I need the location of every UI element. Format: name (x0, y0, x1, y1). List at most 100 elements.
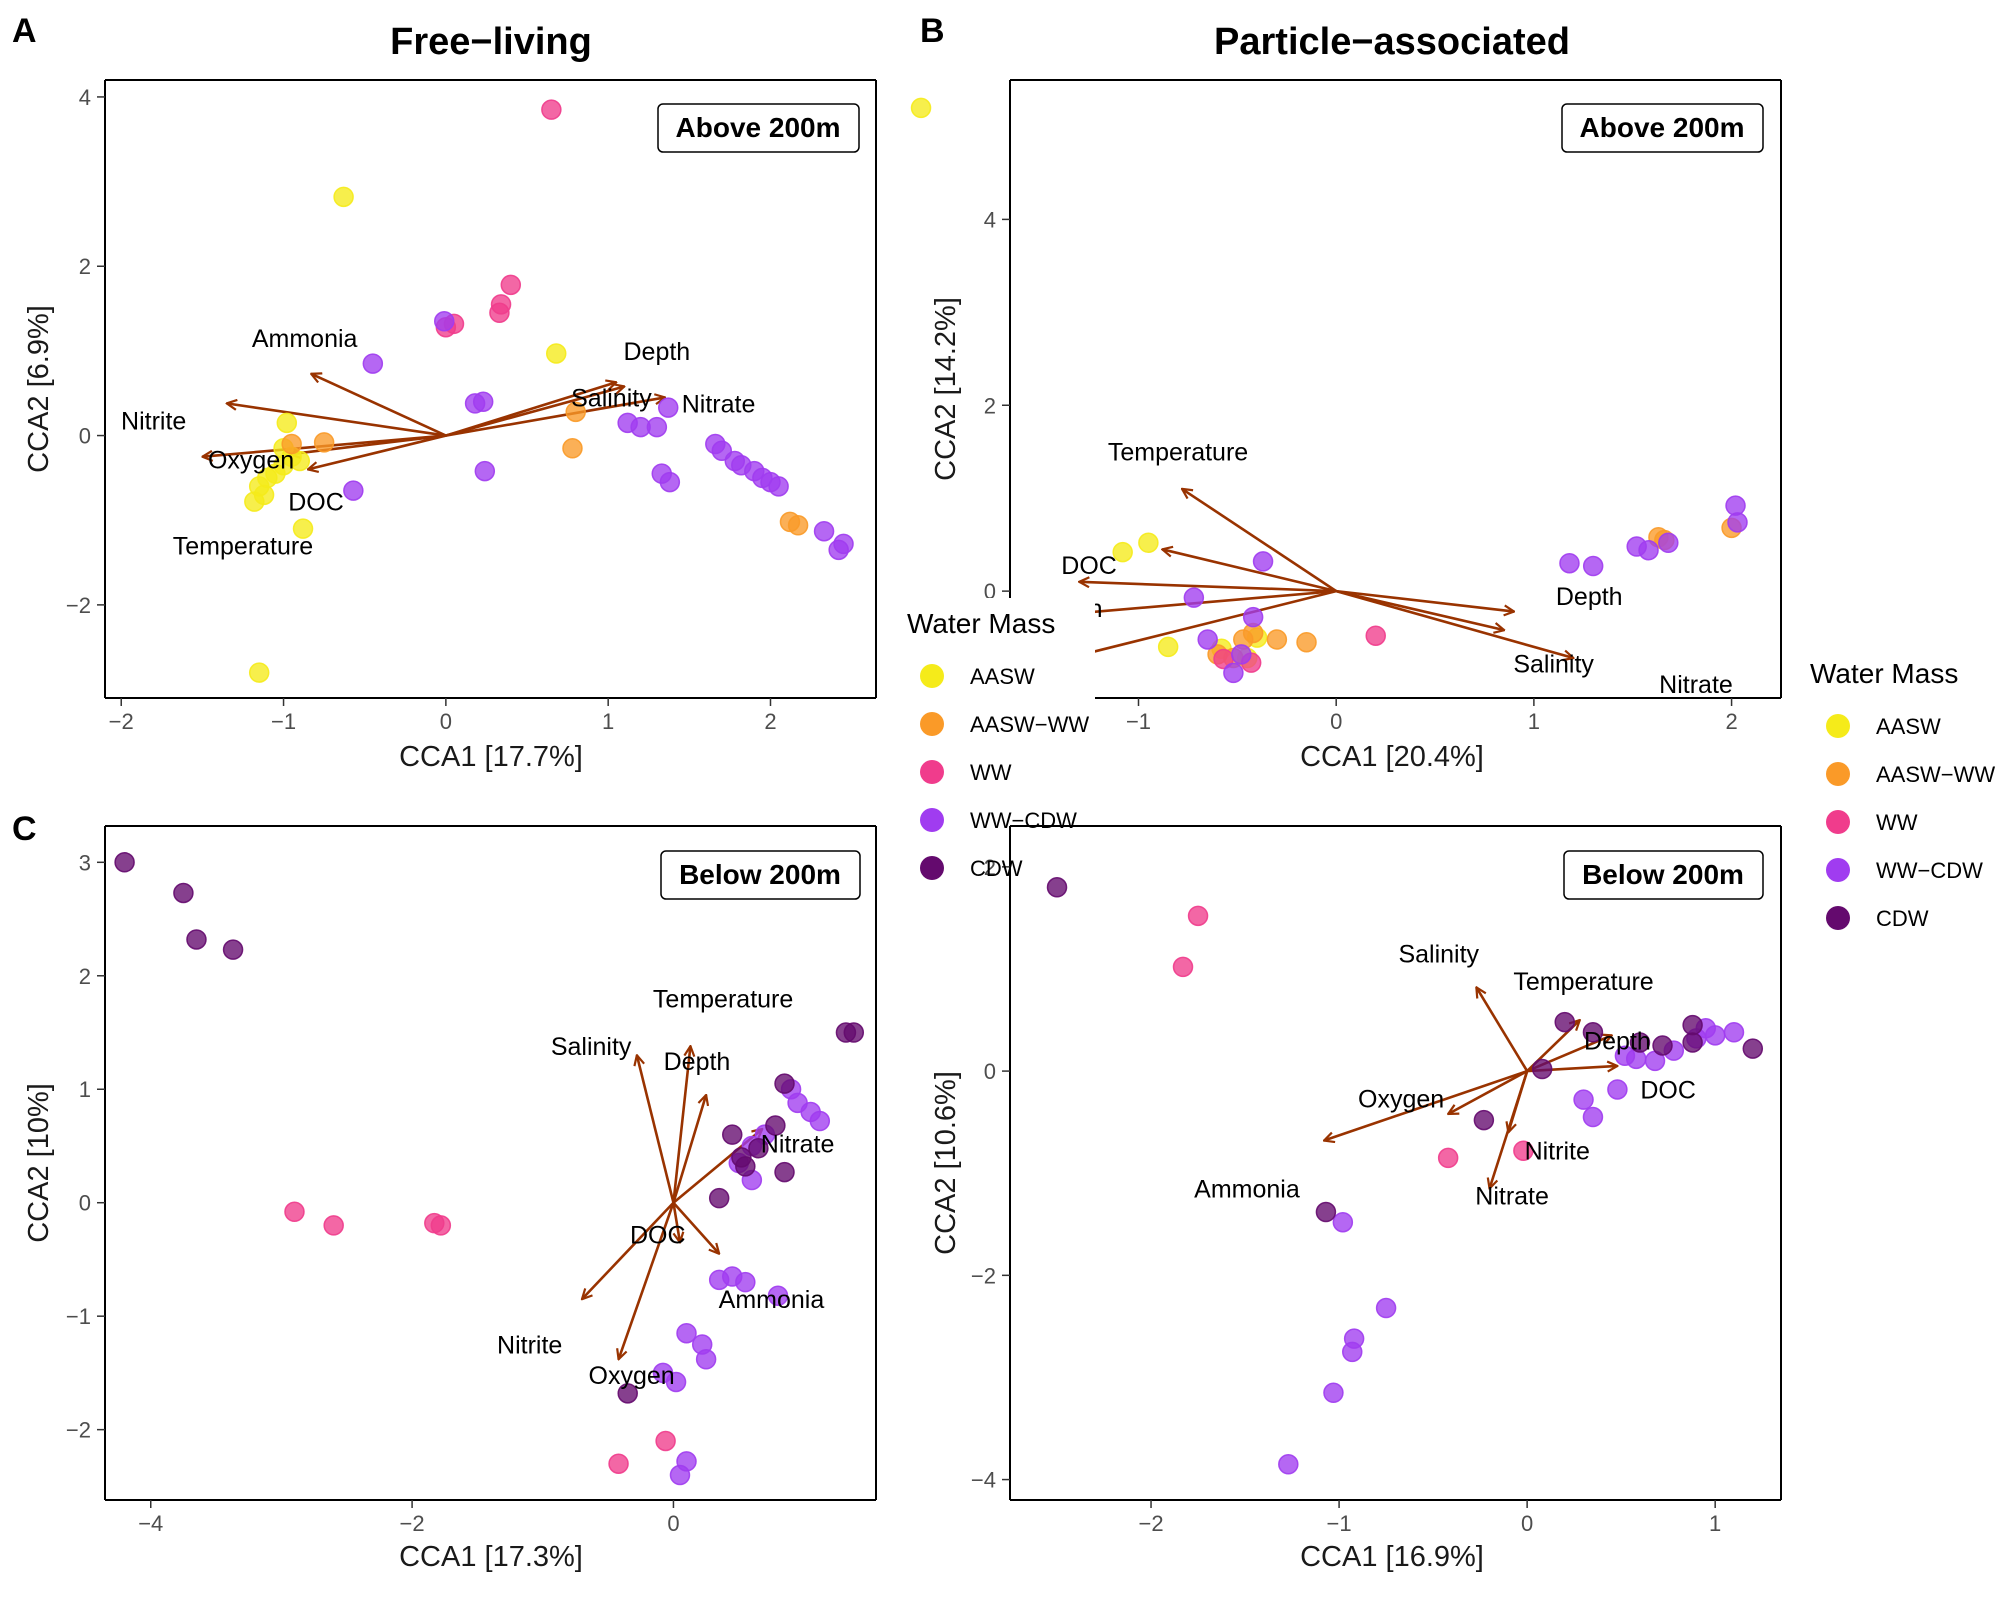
point-ww−cdw (1725, 495, 1746, 516)
depth-label: Below 200m (679, 859, 841, 890)
point-aasw−ww (1296, 631, 1317, 653)
point-aasw (292, 518, 314, 539)
panel-a-free-living-above-200m: A Free−living −2 −1 0 1 2 −2 0 2 4 Ammonia Nitri… (12, 12, 877, 773)
legend-background (895, 598, 1095, 824)
point-ww (284, 1201, 305, 1223)
x-tick-label: 1 (602, 709, 614, 734)
point-cdw (765, 1115, 786, 1136)
y-tick-label: 4 (79, 85, 91, 110)
arrow-doc (672, 1202, 680, 1243)
legend-swatch (1826, 906, 1850, 930)
point-aasw (545, 343, 567, 364)
legend-label: AASW (1876, 714, 1941, 739)
label-depth: Depth (664, 1048, 731, 1076)
point-ww−cdw (1231, 644, 1252, 665)
point-ww (1513, 1140, 1534, 1161)
label-doc: DOC (1061, 552, 1117, 580)
point-cdw (843, 1022, 865, 1043)
y-tick-label: −2 (971, 1263, 996, 1288)
point-ww−cdw (659, 471, 681, 493)
x-tick-label: 1 (1528, 709, 1540, 734)
arrow-oxygen (1448, 1069, 1528, 1114)
point-aasw (333, 186, 354, 208)
legend-swatch (1826, 858, 1850, 882)
sample-points (910, 97, 1748, 684)
label-salinity: Salinity (551, 1033, 632, 1061)
depth-label: Above 200m (676, 112, 841, 143)
panel-letter: C (12, 810, 37, 848)
label-nitrate: Nitrate (1659, 671, 1733, 699)
x-tick-label: 0 (667, 1511, 679, 1536)
x-tick-label: −1 (1126, 709, 1151, 734)
panel-title: Free−living (390, 21, 592, 63)
point-cdw (173, 882, 194, 904)
point-ww−cdw (1252, 551, 1274, 572)
label-nitrite: Nitrite (121, 407, 186, 435)
x-tick-label: −2 (109, 709, 134, 734)
arrow-ammonia (311, 374, 447, 437)
point-ww−cdw (1614, 1045, 1636, 1067)
y-tick-label: 4 (984, 207, 996, 232)
arrow-salinity (637, 1055, 675, 1204)
point-ww−cdw (665, 1371, 687, 1393)
label-ammonia: Ammonia (252, 325, 358, 353)
point-ww (1172, 956, 1194, 978)
point-ww−cdw (828, 539, 849, 561)
variable-labels: Salinity Temperature Depth DOC Oxygen Ammonia… (1194, 941, 1696, 1211)
y-tick-label: 0 (984, 1059, 996, 1084)
legend-swatch (1826, 714, 1850, 738)
water-mass-legend-left: Water Mass AASW AASW−WW WW WW−CDW CDW (895, 598, 1095, 881)
legend-swatch (1826, 810, 1850, 834)
point-ww−cdw (1341, 1341, 1363, 1363)
point-ww−cdw (669, 1464, 691, 1486)
point-ww (608, 1453, 629, 1474)
arrow-depth (1336, 589, 1514, 611)
label-salinity: Salinity (1398, 941, 1479, 969)
x-tick-label: −1 (1327, 1511, 1352, 1536)
point-ww−cdw (474, 460, 496, 482)
sample-points (1046, 877, 1764, 1475)
point-cdw (708, 1187, 730, 1209)
label-nitrite: Nitrite (497, 1332, 562, 1360)
y-tick-label: 3 (79, 850, 91, 875)
point-aasw (1112, 541, 1133, 563)
point-cdw (222, 939, 244, 960)
point-aasw (910, 97, 932, 119)
y-tick-label: 0 (79, 1191, 91, 1216)
label-temperature: Temperature (1513, 968, 1653, 996)
point-cdw (1629, 1032, 1651, 1053)
arrow-salinity (445, 386, 625, 437)
arrow-nitrite (582, 1201, 675, 1299)
legend-label: WW−CDW (1876, 858, 1983, 883)
y-tick-label: 2 (984, 855, 996, 880)
arrow-nitrate (1490, 1070, 1529, 1188)
point-ww (541, 99, 562, 120)
label-salinity: Salinity (1513, 651, 1594, 679)
point-cdw (1582, 1022, 1604, 1043)
panel-letter: B (920, 12, 945, 50)
legend-label: AASW−WW (1876, 762, 1995, 787)
arrow-doc (1162, 549, 1337, 593)
point-ww−cdw (1323, 1382, 1344, 1404)
point-ww (1365, 625, 1386, 646)
point-ww−cdw (676, 1322, 697, 1344)
point-cdw (748, 1137, 769, 1159)
y-ticks: −2 0 2 4 (66, 85, 105, 618)
point-cdw (1315, 1201, 1337, 1223)
point-cdw (774, 1161, 795, 1183)
point-ww−cdw (1183, 587, 1205, 608)
label-depth: Depth (1584, 1027, 1651, 1055)
depth-label-box (1563, 850, 1764, 900)
point-ww−cdw (1727, 512, 1748, 533)
label-salinity: Salinity (571, 384, 652, 412)
legend-label: AASW (970, 664, 1035, 689)
point-ww−cdw (708, 1269, 730, 1291)
panel-letter: A (12, 12, 37, 50)
depth-label-box (657, 103, 860, 153)
legend-swatch (920, 760, 944, 784)
arrow-ammonia (672, 1201, 719, 1254)
legend-swatch (920, 808, 944, 832)
label-temperature: Temperature (653, 985, 793, 1013)
point-ww−cdw (362, 353, 384, 374)
x-tick-label: 0 (440, 709, 452, 734)
